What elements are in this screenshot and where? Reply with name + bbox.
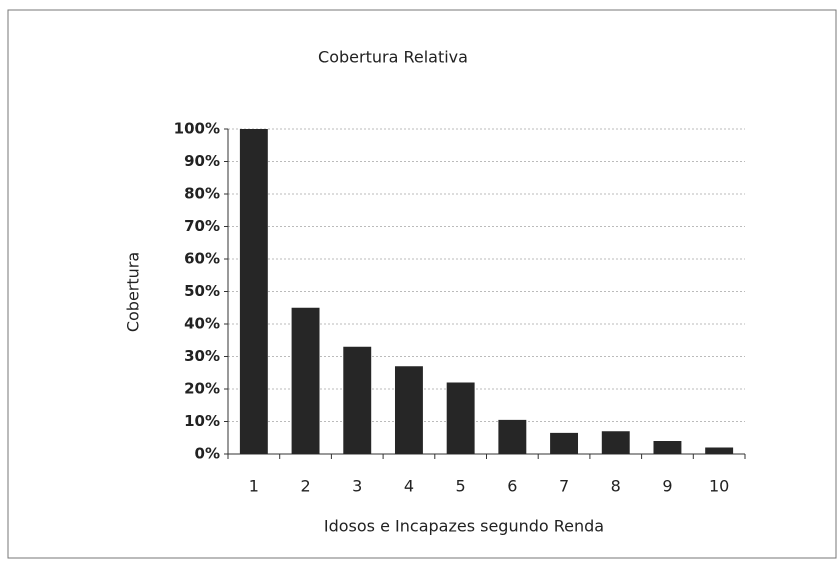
y-tick-label: 30% bbox=[184, 347, 220, 365]
bar bbox=[394, 366, 423, 454]
x-tick-label: 2 bbox=[300, 477, 310, 496]
bar bbox=[498, 419, 527, 454]
x-tick-label: 1 bbox=[249, 477, 259, 496]
y-tick-label: 80% bbox=[184, 185, 220, 203]
bar bbox=[446, 382, 475, 454]
y-tick-label: 100% bbox=[174, 120, 220, 138]
bar bbox=[601, 431, 630, 454]
x-tick-label: 7 bbox=[559, 477, 569, 496]
x-tick-label: 3 bbox=[352, 477, 362, 496]
y-tick-label: 70% bbox=[184, 217, 220, 235]
y-tick-label: 10% bbox=[184, 412, 220, 430]
chart-title: Cobertura Relativa bbox=[318, 48, 468, 67]
x-tick-label: 10 bbox=[709, 477, 729, 496]
x-tick-label: 4 bbox=[404, 477, 414, 496]
y-tick-label: 90% bbox=[184, 152, 220, 170]
y-tick-label: 0% bbox=[195, 445, 220, 463]
bar bbox=[343, 346, 372, 454]
y-tick-label: 60% bbox=[184, 250, 220, 268]
bar bbox=[550, 432, 579, 454]
y-tick-label: 40% bbox=[184, 315, 220, 333]
bar bbox=[291, 307, 320, 454]
bar bbox=[705, 447, 734, 454]
y-tick-label: 20% bbox=[184, 380, 220, 398]
chart-frame bbox=[7, 9, 837, 559]
x-axis-label: Idosos e Incapazes segundo Renda bbox=[324, 517, 604, 536]
bar bbox=[653, 441, 682, 454]
x-tick-label: 6 bbox=[507, 477, 517, 496]
x-tick-label: 8 bbox=[611, 477, 621, 496]
x-tick-label: 5 bbox=[456, 477, 466, 496]
y-tick-label: 50% bbox=[184, 282, 220, 300]
y-axis-label: Cobertura bbox=[124, 252, 143, 332]
x-tick-label: 9 bbox=[662, 477, 672, 496]
bar bbox=[239, 129, 268, 454]
